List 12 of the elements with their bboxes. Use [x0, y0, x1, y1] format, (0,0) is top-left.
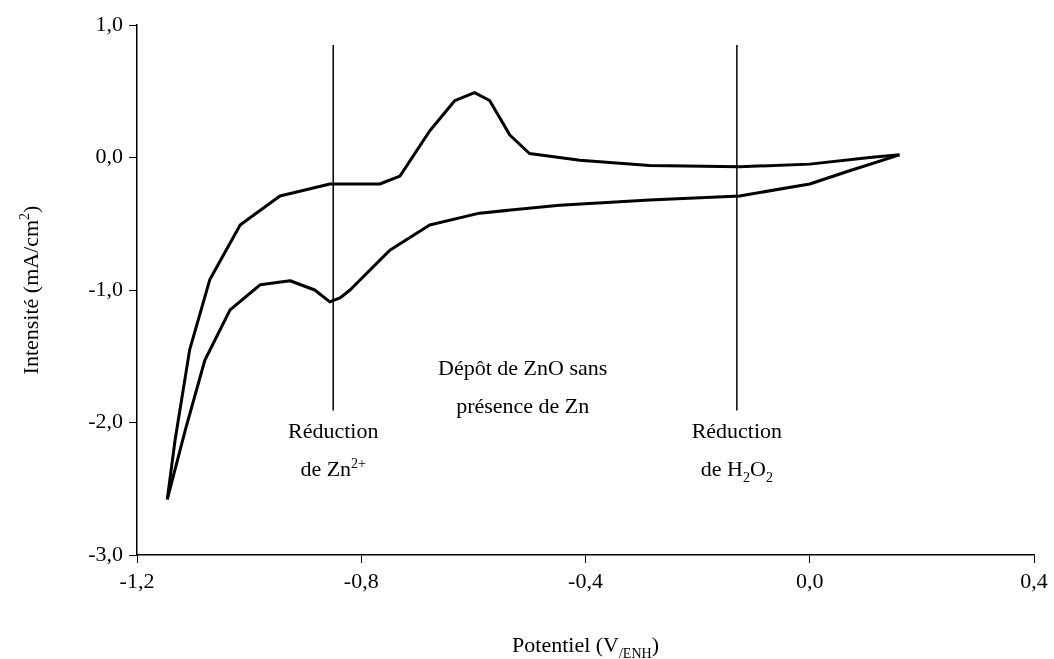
y-tick-label: 0,0: [95, 143, 123, 169]
y-axis-title: Intensité (mA/cm2): [17, 205, 43, 375]
x-tick-label: -0,4: [568, 567, 603, 593]
y-tick-label: -3,0: [88, 540, 123, 566]
x-tick-label: 0,0: [796, 567, 824, 593]
y-tick-label: -1,0: [88, 275, 123, 301]
x-tick-label: -0,8: [343, 567, 379, 593]
annotation: Dépôt de ZnO sans présence de Zn: [438, 354, 608, 418]
x-tick-label: -1,2: [119, 567, 155, 593]
y-tick-label: -2,0: [88, 408, 123, 434]
y-tick-label: 1,0: [95, 10, 123, 36]
x-tick-label: 0,4: [1020, 567, 1048, 593]
